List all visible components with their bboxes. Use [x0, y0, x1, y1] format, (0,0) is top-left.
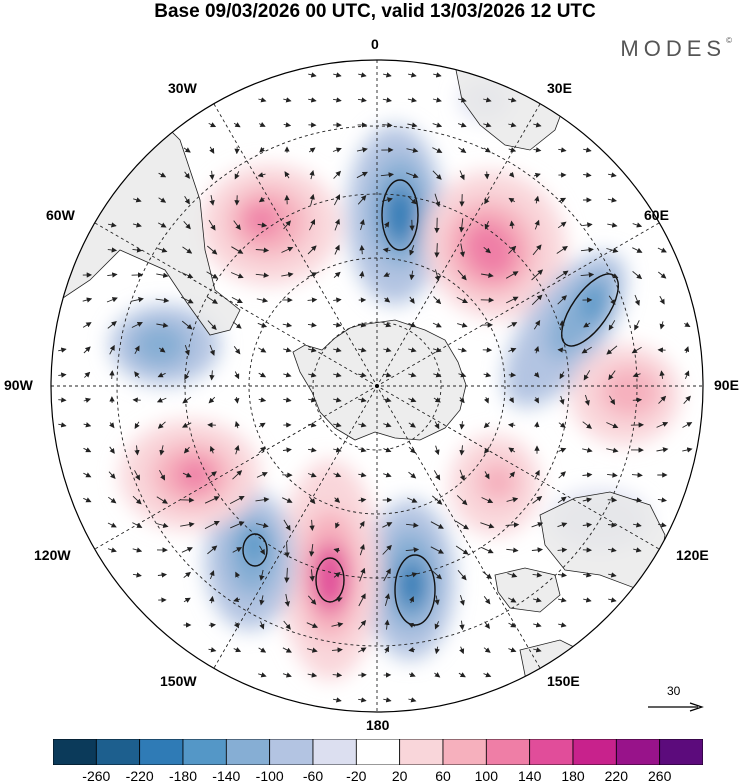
wind-vector — [608, 500, 617, 501]
lon-label-150e: 150E — [547, 673, 580, 689]
wind-vector — [112, 371, 113, 379]
colorbar-tick-label: 260 — [648, 768, 671, 784]
colorbar-segment — [573, 739, 616, 765]
colorbar-segment — [400, 739, 443, 765]
lon-label-120e: 120E — [676, 547, 709, 563]
colorbar-tick-label: -140 — [212, 768, 240, 784]
wind-vector — [362, 246, 363, 254]
colorbar-segment — [356, 739, 399, 765]
colorbar-segment — [443, 739, 486, 765]
lon-label-0: 0 — [371, 36, 379, 52]
colorbar-tick-label: 220 — [605, 768, 628, 784]
lon-label-30e: 30E — [547, 80, 572, 96]
colorbar-tick-label: -20 — [346, 768, 366, 784]
colorbar-tick-label: 100 — [475, 768, 498, 784]
colorbar-segment — [183, 739, 226, 765]
colorbar-tick-label: 20 — [392, 768, 408, 784]
wind-vector — [437, 243, 438, 257]
lon-label-30w: 30W — [168, 80, 197, 96]
colorbar-segment — [660, 739, 703, 765]
colorbar-segment — [313, 739, 356, 765]
colorbar-tick-label: 60 — [435, 768, 451, 784]
colorbar-tick-label: -260 — [82, 768, 110, 784]
wind-vector — [58, 400, 65, 401]
colorbar-tick-label: -100 — [256, 768, 284, 784]
lon-label-180: 180 — [366, 717, 389, 733]
wind-vector — [537, 422, 538, 427]
wind-vector — [209, 625, 215, 626]
wind-vector — [509, 425, 515, 426]
colorbar-segment — [530, 739, 573, 765]
wind-vector — [487, 172, 488, 179]
colorbar — [53, 739, 703, 765]
lon-label-90w: 90W — [4, 377, 33, 393]
colorbar-tick-label: -180 — [169, 768, 197, 784]
colorbar-tick-label: -60 — [303, 768, 323, 784]
lon-label-90e: 90E — [714, 377, 739, 393]
colorbar-tick-label: 140 — [518, 768, 541, 784]
colorbar-segment — [270, 739, 313, 765]
south-pole — [375, 384, 379, 388]
colorbar-segment — [616, 739, 659, 765]
colorbar-tick-label: 180 — [561, 768, 584, 784]
colorbar-segment — [486, 739, 529, 765]
reference-vector-arrow — [646, 700, 706, 714]
colorbar-segment — [226, 739, 269, 765]
lon-label-150w: 150W — [160, 673, 197, 689]
map-disk — [40, 50, 720, 730]
colorbar-segment — [53, 739, 96, 765]
wind-vector — [558, 350, 565, 351]
colorbar-segment — [96, 739, 139, 765]
colorbar-tick-label: -220 — [126, 768, 154, 784]
lon-label-60w: 60W — [46, 207, 75, 223]
reference-vector-label: 30 — [667, 684, 680, 698]
polar-map — [0, 0, 750, 740]
lon-label-60e: 60E — [644, 207, 669, 223]
colorbar-segment — [140, 739, 183, 765]
lon-label-120w: 120W — [34, 547, 71, 563]
wind-vector — [633, 400, 641, 401]
